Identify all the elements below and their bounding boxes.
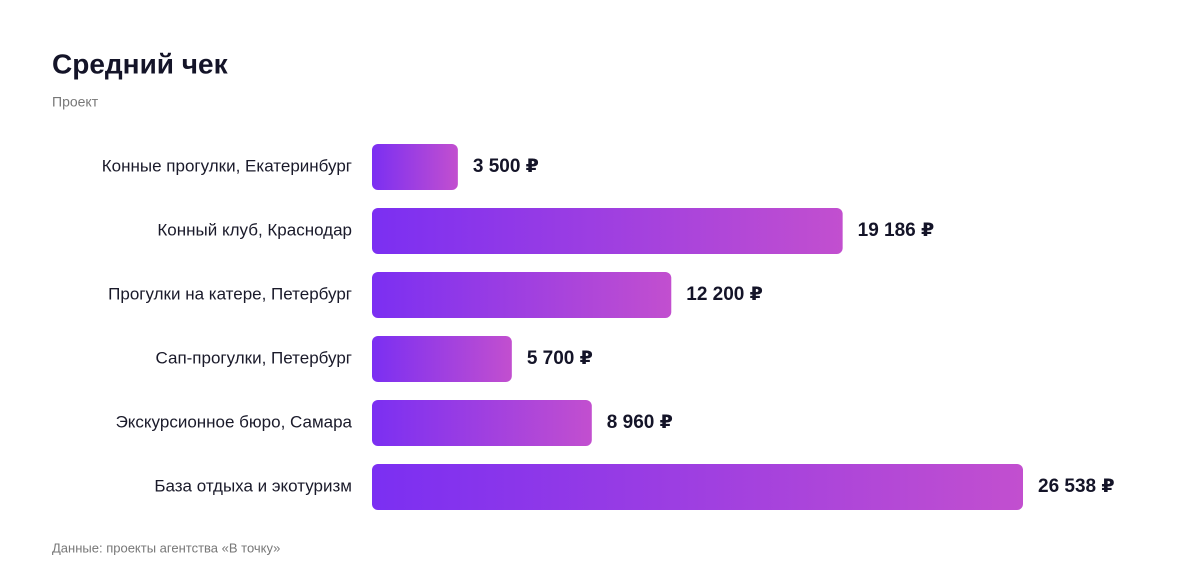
- category-label: Экскурсионное бюро, Самара: [116, 412, 353, 431]
- bar: [372, 464, 1023, 510]
- value-label: 8 960 ₽: [607, 412, 673, 433]
- bar: [372, 144, 458, 190]
- source-note: Данные: проекты агентства «В точку»: [52, 540, 280, 555]
- category-label: Конные прогулки, Екатеринбург: [102, 156, 352, 175]
- category-label: База отдыха и экотуризм: [154, 476, 352, 495]
- value-label: 5 700 ₽: [527, 348, 593, 369]
- chart-subtitle: Проект: [52, 94, 99, 110]
- bar: [372, 208, 843, 254]
- category-label: Сап-прогулки, Петербург: [156, 348, 352, 367]
- value-label: 19 186 ₽: [858, 220, 935, 241]
- bar: [372, 272, 672, 318]
- bar: [372, 400, 592, 446]
- value-label: 12 200 ₽: [686, 284, 763, 305]
- category-label: Прогулки на катере, Петербург: [108, 284, 352, 303]
- value-label: 3 500 ₽: [473, 156, 539, 177]
- bar: [372, 336, 512, 382]
- category-label: Конный клуб, Краснодар: [157, 220, 352, 239]
- chart-title: Средний чек: [52, 48, 229, 79]
- value-label: 26 538 ₽: [1038, 476, 1115, 497]
